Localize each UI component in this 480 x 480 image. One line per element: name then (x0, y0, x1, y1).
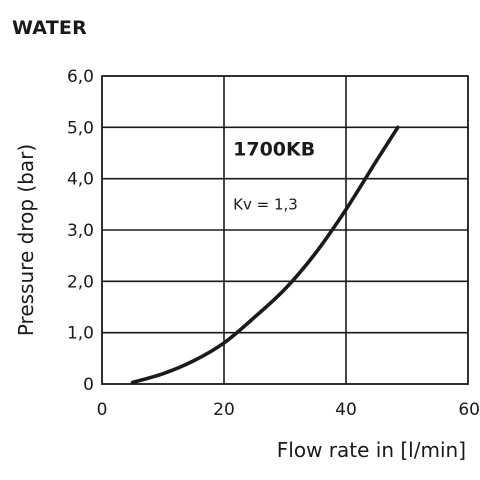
x-tick-label-0: 0 (97, 400, 108, 420)
y-tick-label-2: 2,0 (67, 272, 94, 292)
series-layer (130, 125, 400, 385)
y-axis-label: Pressure drop (bar) (14, 144, 38, 336)
kv-label: Kv = 1,3 (233, 195, 298, 213)
y-tick-label-5: 5,0 (67, 118, 94, 138)
plot-border (101, 75, 469, 385)
annotations: 1700KB Kv = 1,3 (233, 139, 315, 214)
x-axis-label: Flow rate in [l/min] (277, 438, 466, 462)
axis-labels: Flow rate in [l/min] Pressure drop (bar) (14, 144, 466, 462)
y-tick-label-1: 1,0 (67, 324, 94, 344)
x-tick-label-2: 40 (335, 400, 357, 420)
grid-lines (102, 76, 468, 384)
plot-frame (101, 75, 469, 385)
x-tick-label-1: 20 (213, 400, 235, 420)
y-tick-label-3: 3,0 (67, 221, 94, 241)
y-tick-label-0: 0 (83, 375, 94, 395)
y-tick-label-4: 4,0 (67, 170, 94, 190)
y-tick-label-6: 6,0 (67, 67, 94, 87)
series-line-0 (130, 125, 400, 385)
tick-labels: 0 1,0 2,0 3,0 4,0 5,0 6,0 0 20 40 60 (67, 67, 480, 420)
model-label: 1700KB (233, 139, 315, 161)
chart-title: WATER (12, 17, 87, 39)
x-tick-label-3: 60 (458, 400, 480, 420)
